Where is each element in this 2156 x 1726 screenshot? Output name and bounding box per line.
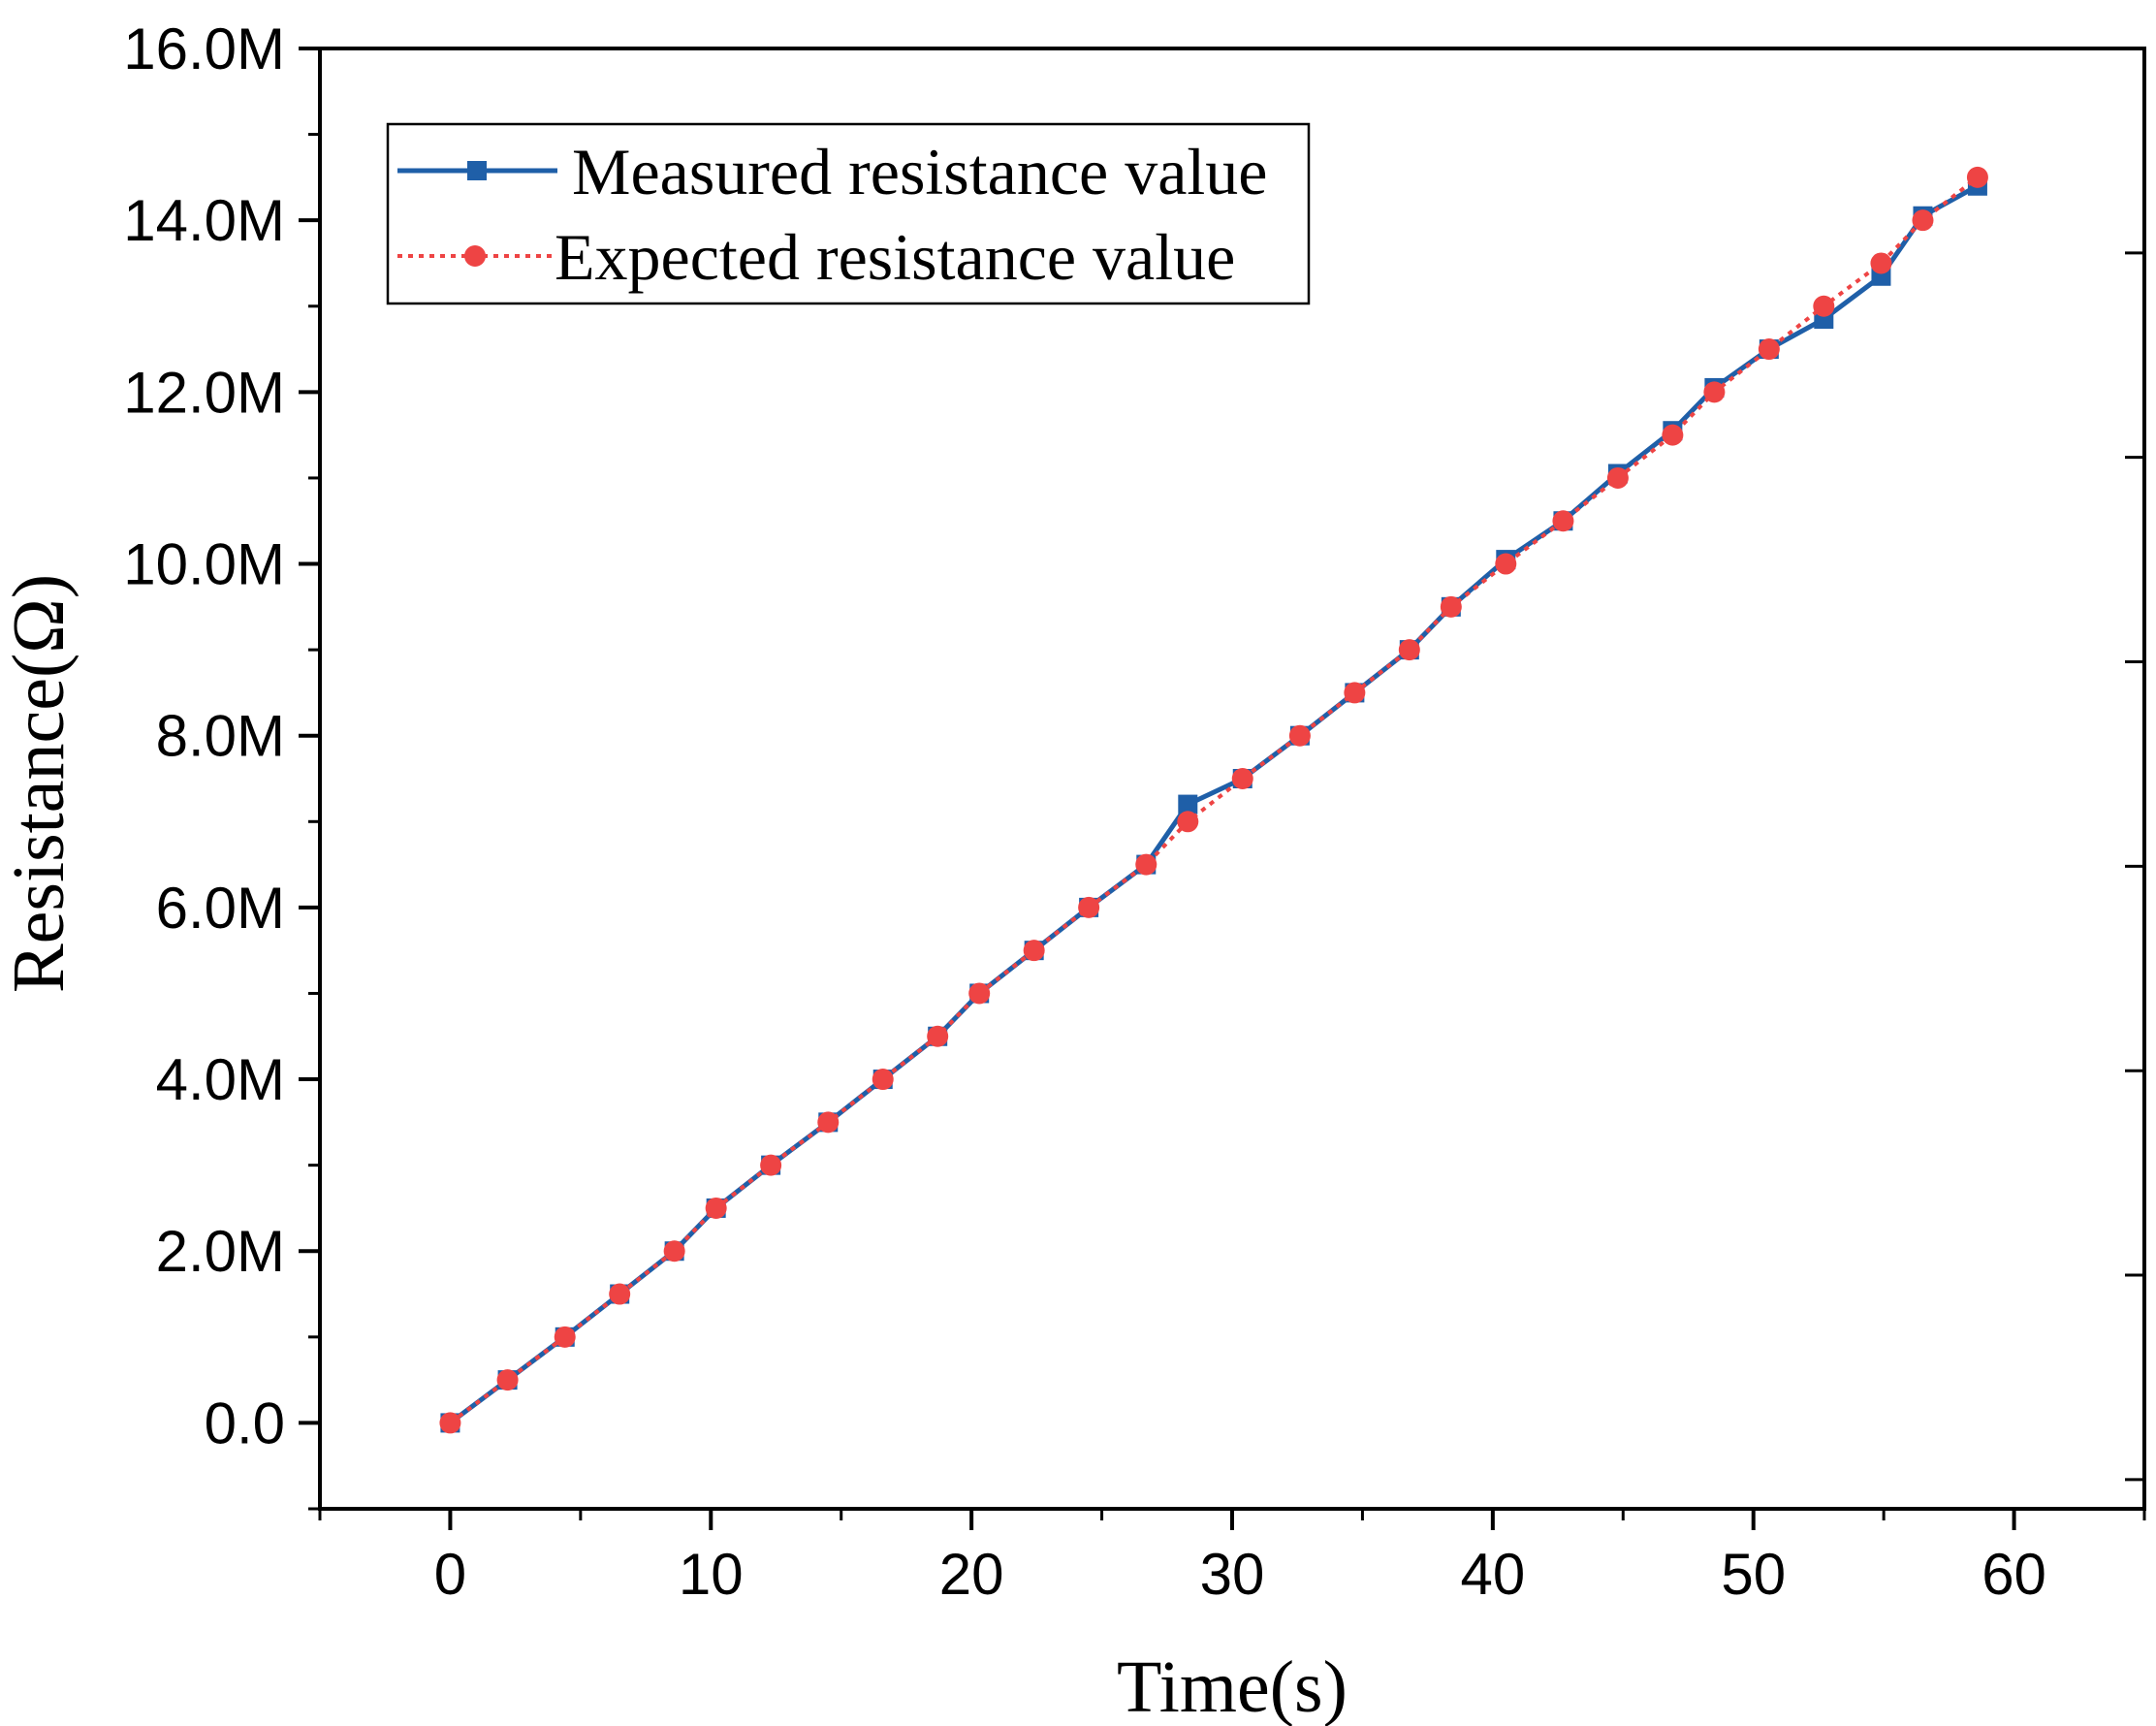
- series-layer: [439, 166, 1988, 1434]
- expected-point: [1023, 940, 1045, 962]
- expected-point: [872, 1069, 894, 1091]
- x-tick-label: 0: [434, 1542, 466, 1607]
- expected-point: [968, 982, 991, 1005]
- expected-point: [554, 1326, 576, 1348]
- expected-point: [1758, 338, 1780, 361]
- expected-point: [1813, 295, 1835, 317]
- expected-point: [496, 1369, 519, 1391]
- plot-frame: [318, 47, 2146, 1511]
- expected-point: [1288, 724, 1311, 747]
- y-tick-label: 16.0M: [123, 16, 285, 81]
- y-tick-label: 14.0M: [123, 188, 285, 253]
- expected-point: [439, 1412, 461, 1434]
- legend-marker-square: [467, 161, 487, 180]
- measured-point: [1178, 794, 1198, 815]
- expected-point: [760, 1154, 782, 1176]
- expected-point: [1662, 424, 1684, 446]
- y-tick-label: 4.0M: [156, 1047, 285, 1112]
- x-axis-title: Time(s): [1117, 1646, 1348, 1726]
- expected-point: [1398, 639, 1420, 661]
- legend-marker-circle: [464, 245, 486, 267]
- y-tick-label: 2.0M: [156, 1219, 285, 1284]
- ticks-layer: 0 10 20 30 40 50 60 0.0 2.0M 4.0M 6.0M 8.0M 10.0M 12.…: [123, 16, 2146, 1607]
- y-axis-title: Resistance(Ω): [0, 574, 79, 993]
- legend-label-expected: Expected resistance value: [555, 220, 1235, 294]
- x-tick-label: 30: [1200, 1542, 1265, 1607]
- expected-point: [609, 1283, 631, 1305]
- y-tick-label: 6.0M: [156, 876, 285, 941]
- expected-point: [1344, 682, 1366, 704]
- expected-point: [1177, 811, 1199, 833]
- y-tick-label: 10.0M: [123, 532, 285, 597]
- expected-point: [705, 1197, 727, 1219]
- x-tick-label: 10: [679, 1542, 744, 1607]
- expected-point: [1231, 768, 1253, 789]
- legend: Measured resistance value Expected resis…: [386, 122, 1311, 305]
- expected-point: [1440, 595, 1462, 618]
- expected-point: [1606, 466, 1629, 489]
- y-tick-label: 12.0M: [123, 360, 285, 425]
- expected-point: [1078, 896, 1100, 918]
- x-tick-label: 20: [939, 1542, 1004, 1607]
- legend-box: [386, 122, 1311, 305]
- y-tick-label: 0.0: [205, 1390, 285, 1455]
- x-tick-label: 40: [1460, 1542, 1525, 1607]
- expected-point: [817, 1111, 840, 1134]
- expected-point: [1135, 853, 1157, 876]
- expected-point: [1870, 252, 1892, 274]
- expected-point: [1703, 381, 1726, 403]
- expected-point: [927, 1025, 949, 1047]
- expected-point: [1912, 209, 1934, 232]
- expected-point: [1966, 166, 1988, 188]
- expected-point: [1552, 510, 1574, 532]
- expected-point: [1495, 553, 1517, 575]
- y-tick-label: 8.0M: [156, 704, 285, 769]
- x-tick-label: 60: [1982, 1542, 2046, 1607]
- x-tick-label: 50: [1721, 1542, 1786, 1607]
- expected-point: [663, 1240, 685, 1263]
- legend-label-measured: Measured resistance value: [572, 135, 1267, 208]
